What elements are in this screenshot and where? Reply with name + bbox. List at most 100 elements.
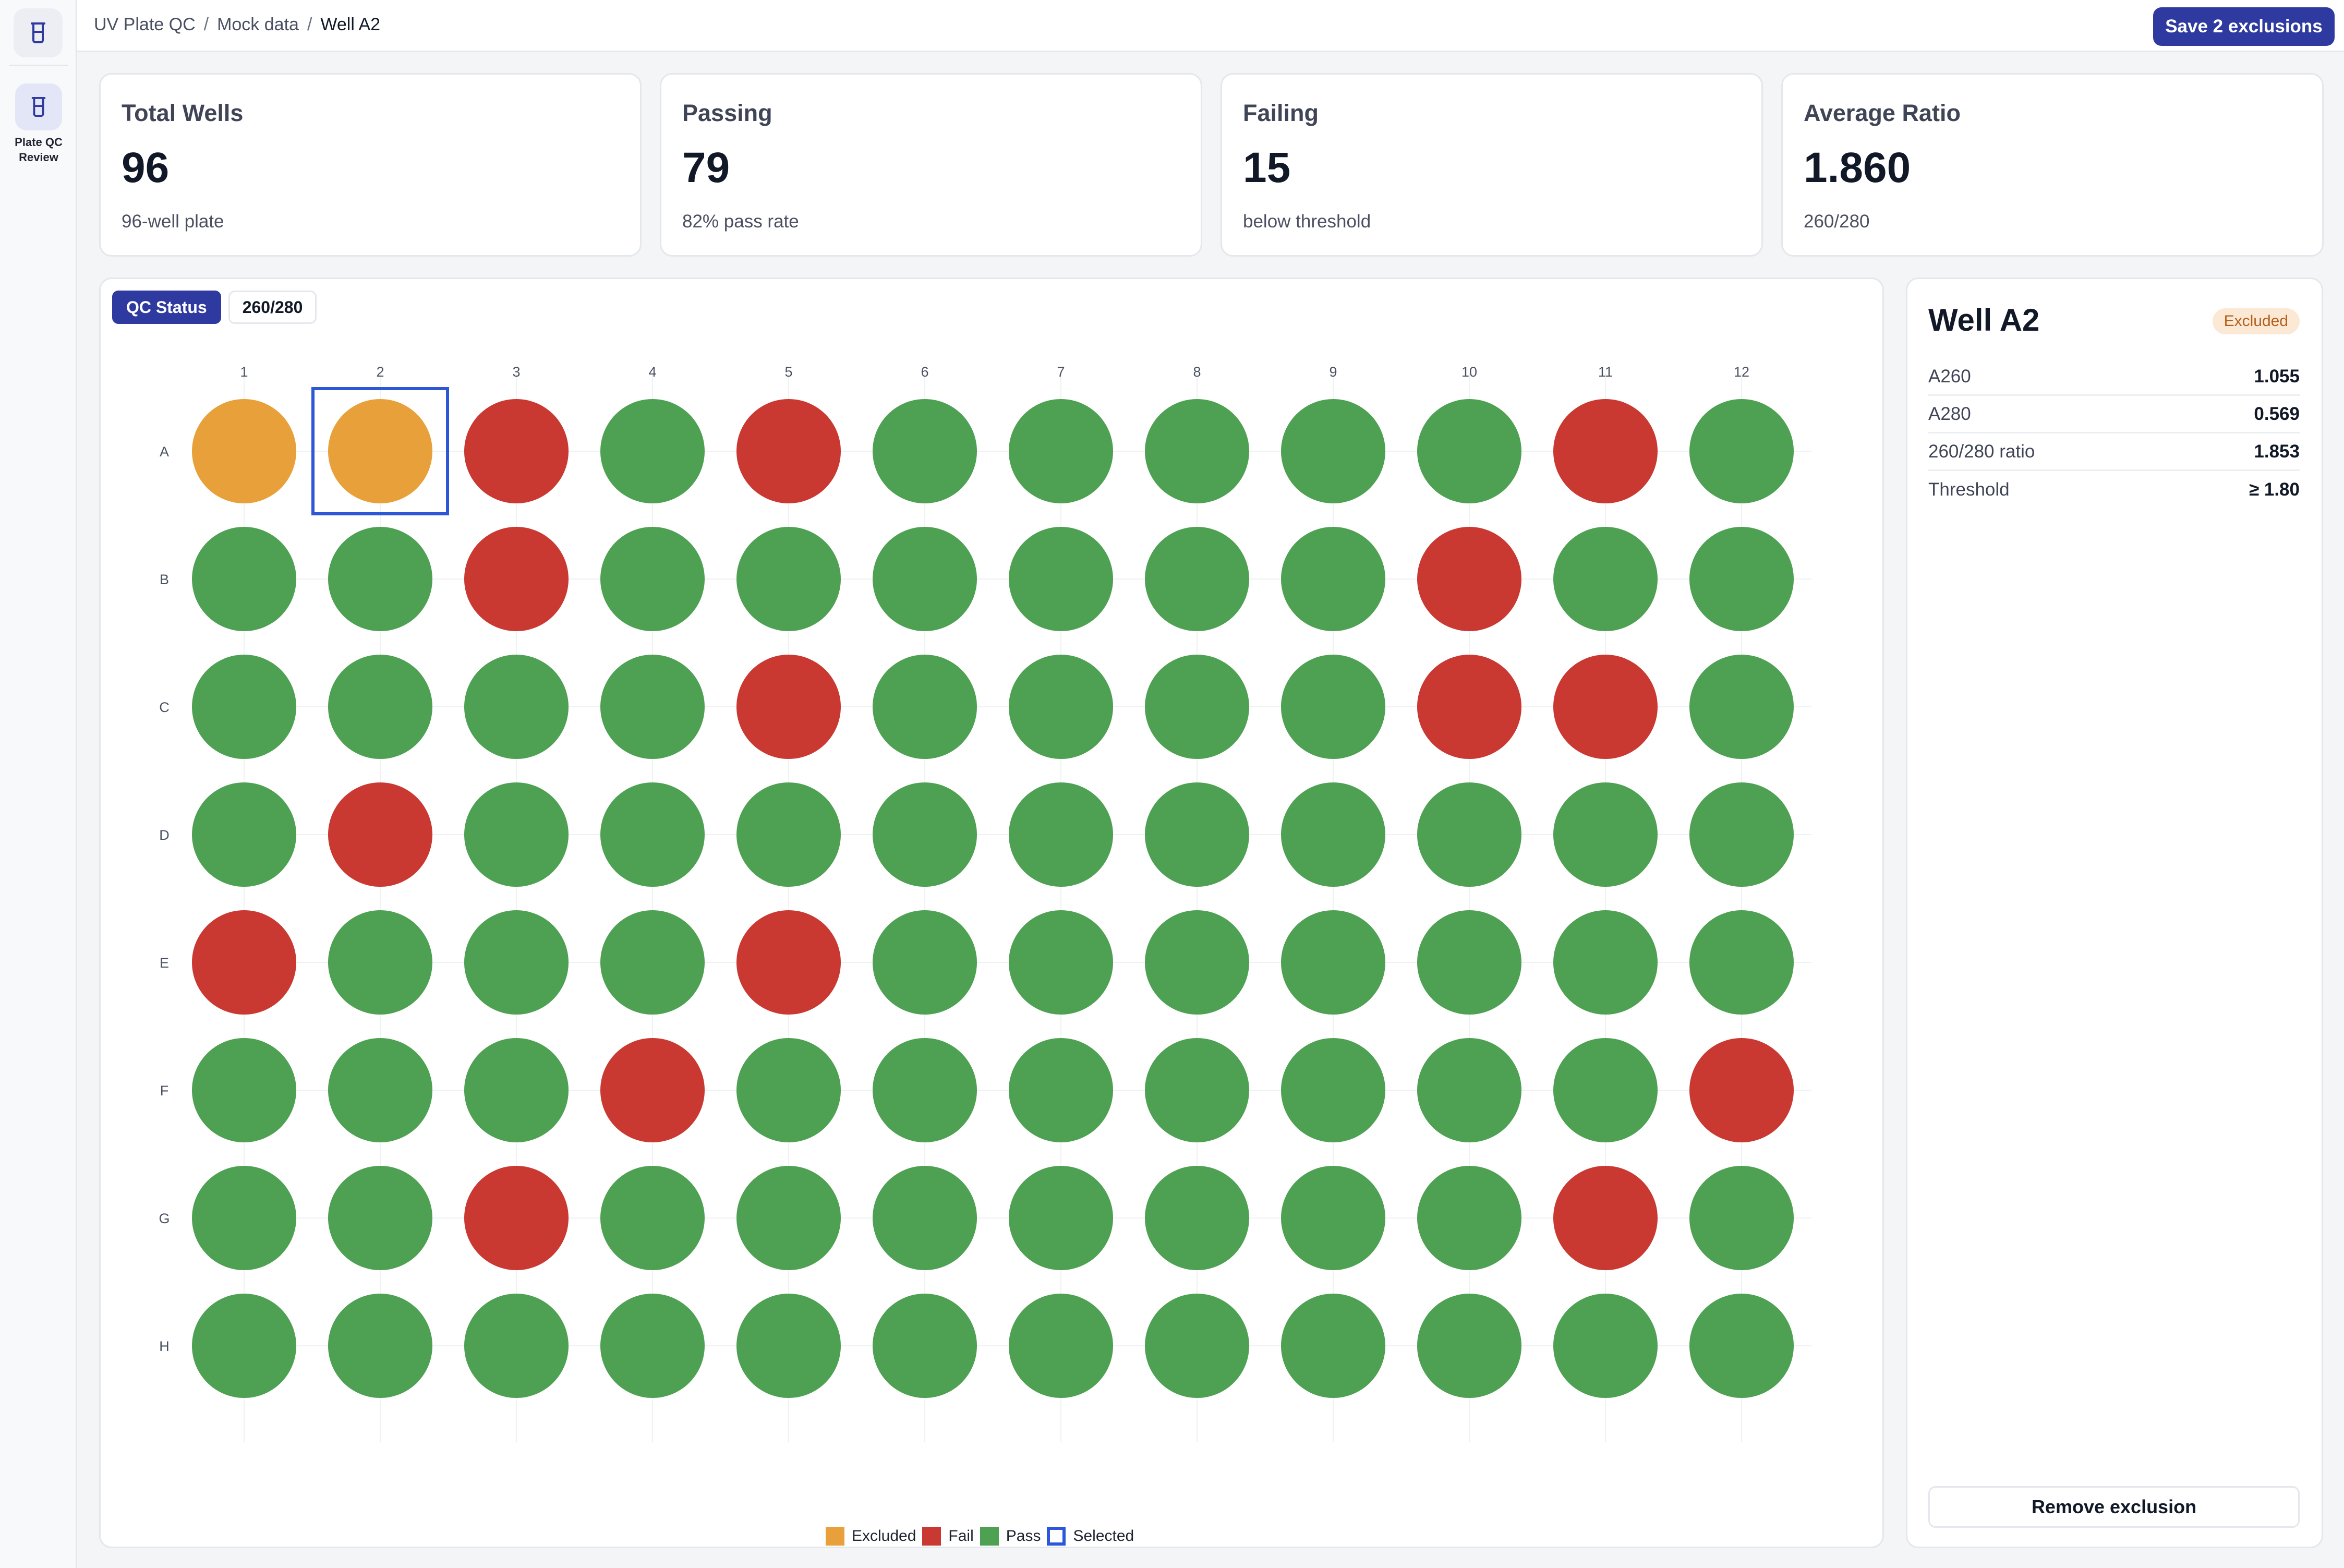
well-E6[interactable]	[873, 910, 977, 1015]
well-G3[interactable]	[464, 1166, 569, 1270]
well-D3[interactable]	[464, 782, 569, 887]
well-B6[interactable]	[873, 527, 977, 631]
well-G1[interactable]	[192, 1166, 296, 1270]
well-B2[interactable]	[328, 527, 432, 631]
well-G7[interactable]	[1009, 1166, 1113, 1270]
well-H4[interactable]	[600, 1294, 705, 1398]
well-C3[interactable]	[464, 655, 569, 759]
well-F7[interactable]	[1009, 1038, 1113, 1142]
well-B7[interactable]	[1009, 527, 1113, 631]
well-F8[interactable]	[1145, 1038, 1249, 1142]
well-A10[interactable]	[1417, 399, 1521, 503]
well-D4[interactable]	[600, 782, 705, 887]
well-E3[interactable]	[464, 910, 569, 1015]
well-B5[interactable]	[736, 527, 841, 631]
app-logo[interactable]	[14, 8, 63, 57]
well-C5[interactable]	[736, 655, 841, 759]
well-G8[interactable]	[1145, 1166, 1249, 1270]
well-E12[interactable]	[1689, 910, 1794, 1015]
well-A7[interactable]	[1009, 399, 1113, 503]
well-B4[interactable]	[600, 527, 705, 631]
well-H10[interactable]	[1417, 1294, 1521, 1398]
well-A11[interactable]	[1553, 399, 1658, 503]
well-H8[interactable]	[1145, 1294, 1249, 1398]
well-H3[interactable]	[464, 1294, 569, 1398]
well-A3[interactable]	[464, 399, 569, 503]
well-H5[interactable]	[736, 1294, 841, 1398]
well-F3[interactable]	[464, 1038, 569, 1142]
well-F5[interactable]	[736, 1038, 841, 1142]
well-H6[interactable]	[873, 1294, 977, 1398]
well-G4[interactable]	[600, 1166, 705, 1270]
well-A9[interactable]	[1281, 399, 1385, 503]
well-A12[interactable]	[1689, 399, 1794, 503]
well-A2[interactable]	[328, 399, 432, 503]
well-D10[interactable]	[1417, 782, 1521, 887]
well-E5[interactable]	[736, 910, 841, 1015]
well-A5[interactable]	[736, 399, 841, 503]
well-A1[interactable]	[192, 399, 296, 503]
well-D2[interactable]	[328, 782, 432, 887]
well-F9[interactable]	[1281, 1038, 1385, 1142]
well-E9[interactable]	[1281, 910, 1385, 1015]
well-C7[interactable]	[1009, 655, 1113, 759]
well-C9[interactable]	[1281, 655, 1385, 759]
well-F4[interactable]	[600, 1038, 705, 1142]
well-F12[interactable]	[1689, 1038, 1794, 1142]
well-D6[interactable]	[873, 782, 977, 887]
well-D1[interactable]	[192, 782, 296, 887]
well-F10[interactable]	[1417, 1038, 1521, 1142]
well-C1[interactable]	[192, 655, 296, 759]
well-B9[interactable]	[1281, 527, 1385, 631]
well-G2[interactable]	[328, 1166, 432, 1270]
well-F11[interactable]	[1553, 1038, 1658, 1142]
well-F2[interactable]	[328, 1038, 432, 1142]
well-H11[interactable]	[1553, 1294, 1658, 1398]
well-G12[interactable]	[1689, 1166, 1794, 1270]
well-E1[interactable]	[192, 910, 296, 1015]
well-E11[interactable]	[1553, 910, 1658, 1015]
tab-qc-status[interactable]: QC Status	[112, 291, 221, 324]
well-G9[interactable]	[1281, 1166, 1385, 1270]
breadcrumb-item[interactable]: UV Plate QC	[94, 15, 196, 34]
well-H7[interactable]	[1009, 1294, 1113, 1398]
well-D12[interactable]	[1689, 782, 1794, 887]
well-A4[interactable]	[600, 399, 705, 503]
well-B8[interactable]	[1145, 527, 1249, 631]
well-E8[interactable]	[1145, 910, 1249, 1015]
well-B3[interactable]	[464, 527, 569, 631]
well-D11[interactable]	[1553, 782, 1658, 887]
well-G5[interactable]	[736, 1166, 841, 1270]
well-D8[interactable]	[1145, 782, 1249, 887]
well-C8[interactable]	[1145, 655, 1249, 759]
well-B12[interactable]	[1689, 527, 1794, 631]
well-E2[interactable]	[328, 910, 432, 1015]
well-G11[interactable]	[1553, 1166, 1658, 1270]
well-F6[interactable]	[873, 1038, 977, 1142]
well-F1[interactable]	[192, 1038, 296, 1142]
well-E7[interactable]	[1009, 910, 1113, 1015]
well-B11[interactable]	[1553, 527, 1658, 631]
well-C11[interactable]	[1553, 655, 1658, 759]
well-B10[interactable]	[1417, 527, 1521, 631]
sidebar-item-plate-qc-review[interactable]: Plate QC Review	[0, 83, 77, 172]
well-D7[interactable]	[1009, 782, 1113, 887]
well-C4[interactable]	[600, 655, 705, 759]
well-A8[interactable]	[1145, 399, 1249, 503]
well-D9[interactable]	[1281, 782, 1385, 887]
well-C6[interactable]	[873, 655, 977, 759]
well-H1[interactable]	[192, 1294, 296, 1398]
well-E10[interactable]	[1417, 910, 1521, 1015]
well-H2[interactable]	[328, 1294, 432, 1398]
well-H9[interactable]	[1281, 1294, 1385, 1398]
well-C12[interactable]	[1689, 655, 1794, 759]
well-H12[interactable]	[1689, 1294, 1794, 1398]
well-D5[interactable]	[736, 782, 841, 887]
well-B1[interactable]	[192, 527, 296, 631]
well-G6[interactable]	[873, 1166, 977, 1270]
breadcrumb-item[interactable]: Mock data	[217, 15, 299, 34]
save-exclusions-button[interactable]: Save 2 exclusions	[2153, 7, 2335, 46]
well-G10[interactable]	[1417, 1166, 1521, 1270]
well-E4[interactable]	[600, 910, 705, 1015]
remove-exclusion-button[interactable]: Remove exclusion	[1928, 1486, 2300, 1528]
